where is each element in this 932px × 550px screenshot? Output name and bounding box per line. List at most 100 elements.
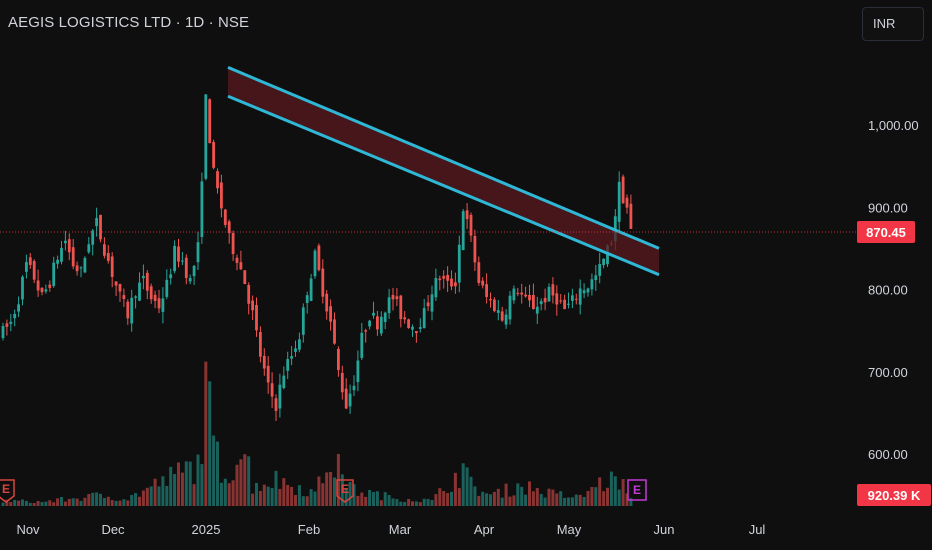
volume-bar [461,463,465,506]
candle [590,273,594,296]
volume-bar [56,498,60,506]
candle [512,285,516,304]
price-axis[interactable]: 1,000.00 900.00 800.00 700.00 600.00 [868,118,919,462]
volume-bar [465,467,469,506]
volume-bar [247,456,251,506]
volume-bar [344,488,348,506]
volume-bar [161,476,165,506]
candle [36,269,40,297]
candle [399,294,403,328]
volume-bar [184,461,188,506]
volume-bar [71,498,75,506]
volume-bar [87,494,91,506]
volume-bar [598,477,602,506]
candle [582,283,586,299]
candle [188,274,192,285]
volume-bar [570,497,574,506]
volume-bar [219,482,223,506]
candle [204,94,208,181]
volume-bar [21,499,24,506]
volume-bar [426,498,430,506]
candle [220,174,223,218]
candle [407,318,410,329]
candle [524,286,527,298]
volume-bar [13,499,17,506]
volume-bar [44,501,48,506]
candle [290,346,293,366]
volume-bar [528,481,531,506]
volume-bar [216,441,219,506]
volume-bar [297,485,301,506]
candle [294,340,297,357]
candle [457,235,461,293]
candle [395,288,399,307]
price-tick-label: 700.00 [868,365,908,380]
volume-bar [352,484,356,506]
candle [270,372,274,408]
volume-bar [383,492,387,506]
volume-bar [106,496,110,506]
candle [103,237,106,259]
volume-bar [28,502,32,506]
candle [17,296,20,317]
volume-bar [165,485,169,506]
volume-bar [411,501,414,506]
candle [411,324,414,338]
candle [446,266,449,292]
volume-bar [399,501,403,506]
candle [282,366,286,390]
candle [87,237,91,254]
candle [535,296,539,324]
channel-upper-line[interactable] [227,66,660,250]
candle [317,243,321,272]
time-axis[interactable]: Nov Dec 2025 Feb Mar Apr May Jun Jul [16,522,765,537]
volume-bar [60,496,63,506]
volume-bar [539,493,543,506]
candle [442,270,446,289]
volume-bar [617,489,621,506]
volume-bar [434,494,438,506]
volume-badge: 920.39 K [857,484,931,506]
candle [352,375,356,396]
chart-title: AEGIS LOGISTICS LTD · 1D · NSE [8,14,250,31]
time-tick-label: May [557,522,582,537]
candle [48,280,52,292]
volume-bar [309,489,313,506]
volume-bar [375,491,379,506]
earnings-marker-1[interactable]: E [0,479,15,503]
candle [333,312,336,345]
volume-bar [317,476,321,506]
candle [157,289,161,314]
volume-bar [625,493,629,506]
volume-bar [9,501,13,506]
volume-bar [407,498,411,506]
volume-bar [52,502,56,506]
candle [461,208,465,251]
candle [309,273,313,302]
earnings-marker-2[interactable]: E [336,479,354,503]
volume-bar [387,495,391,506]
volume-bar [130,495,134,506]
candle [430,285,434,321]
currency-selector[interactable]: INR [862,7,924,41]
earnings-marker-3[interactable]: E [627,479,647,501]
trend-channel[interactable] [227,66,660,277]
volume-bar [40,501,44,506]
volume-bar [145,487,149,506]
price-tick-label: 800.00 [868,283,908,298]
candle [5,319,9,336]
volume-bar [372,492,375,506]
candle [266,356,270,394]
candle [325,289,329,320]
channel-lower-line[interactable] [227,94,660,277]
volume-bar [629,498,633,506]
volume-bar [473,486,477,506]
volume-bar [567,497,570,506]
candle [621,174,625,204]
volume-bar [95,492,99,506]
volume-bar [360,492,364,506]
candle [391,287,395,311]
candle [496,300,500,321]
